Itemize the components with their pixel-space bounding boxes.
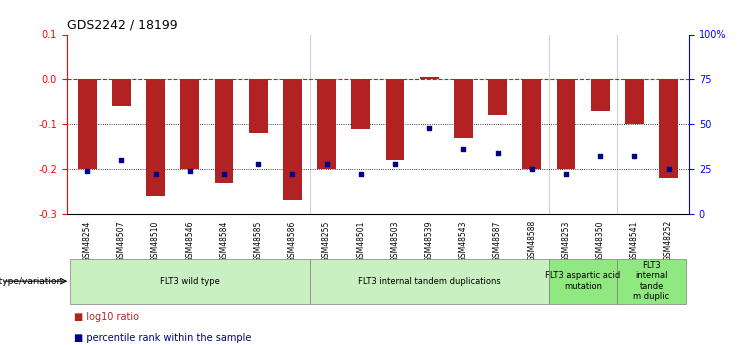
Point <box>184 168 196 174</box>
Bar <box>556 79 576 169</box>
Point <box>423 125 435 130</box>
Text: FLT3 aspartic acid
mutation: FLT3 aspartic acid mutation <box>545 272 621 291</box>
Point <box>594 154 606 159</box>
Bar <box>625 79 644 124</box>
Bar <box>454 79 473 138</box>
Point <box>321 161 333 166</box>
Point <box>628 154 640 159</box>
Point <box>492 150 504 156</box>
Point <box>287 172 299 177</box>
Bar <box>317 79 336 169</box>
Bar <box>78 79 96 169</box>
Point <box>389 161 401 166</box>
Point <box>355 172 367 177</box>
Bar <box>420 77 439 79</box>
Point <box>560 172 572 177</box>
Text: genotype/variation: genotype/variation <box>0 277 63 286</box>
Bar <box>180 79 199 169</box>
Point <box>662 166 674 172</box>
Point <box>82 168 93 174</box>
Bar <box>617 259 685 304</box>
Text: GDS2242 / 18199: GDS2242 / 18199 <box>67 19 177 32</box>
Point <box>457 147 469 152</box>
Bar <box>591 79 610 111</box>
Bar <box>351 79 370 129</box>
Point <box>116 157 127 163</box>
Bar <box>283 79 302 200</box>
Text: FLT3 internal tandem duplications: FLT3 internal tandem duplications <box>358 277 501 286</box>
Point <box>218 172 230 177</box>
Bar <box>146 79 165 196</box>
Bar <box>659 79 678 178</box>
Bar <box>310 259 549 304</box>
Point <box>526 166 538 172</box>
Text: FLT3
internal
tande
m duplic: FLT3 internal tande m duplic <box>634 261 670 301</box>
Bar <box>549 259 617 304</box>
Bar <box>522 79 541 169</box>
Bar <box>112 79 131 106</box>
Bar <box>215 79 233 183</box>
Point <box>252 161 264 166</box>
Bar <box>385 79 405 160</box>
Text: FLT3 wild type: FLT3 wild type <box>160 277 220 286</box>
Bar <box>70 259 310 304</box>
Text: ■ percentile rank within the sample: ■ percentile rank within the sample <box>74 333 251 343</box>
Text: ■ log10 ratio: ■ log10 ratio <box>74 313 139 322</box>
Bar <box>488 79 507 115</box>
Bar <box>249 79 268 133</box>
Point <box>150 172 162 177</box>
